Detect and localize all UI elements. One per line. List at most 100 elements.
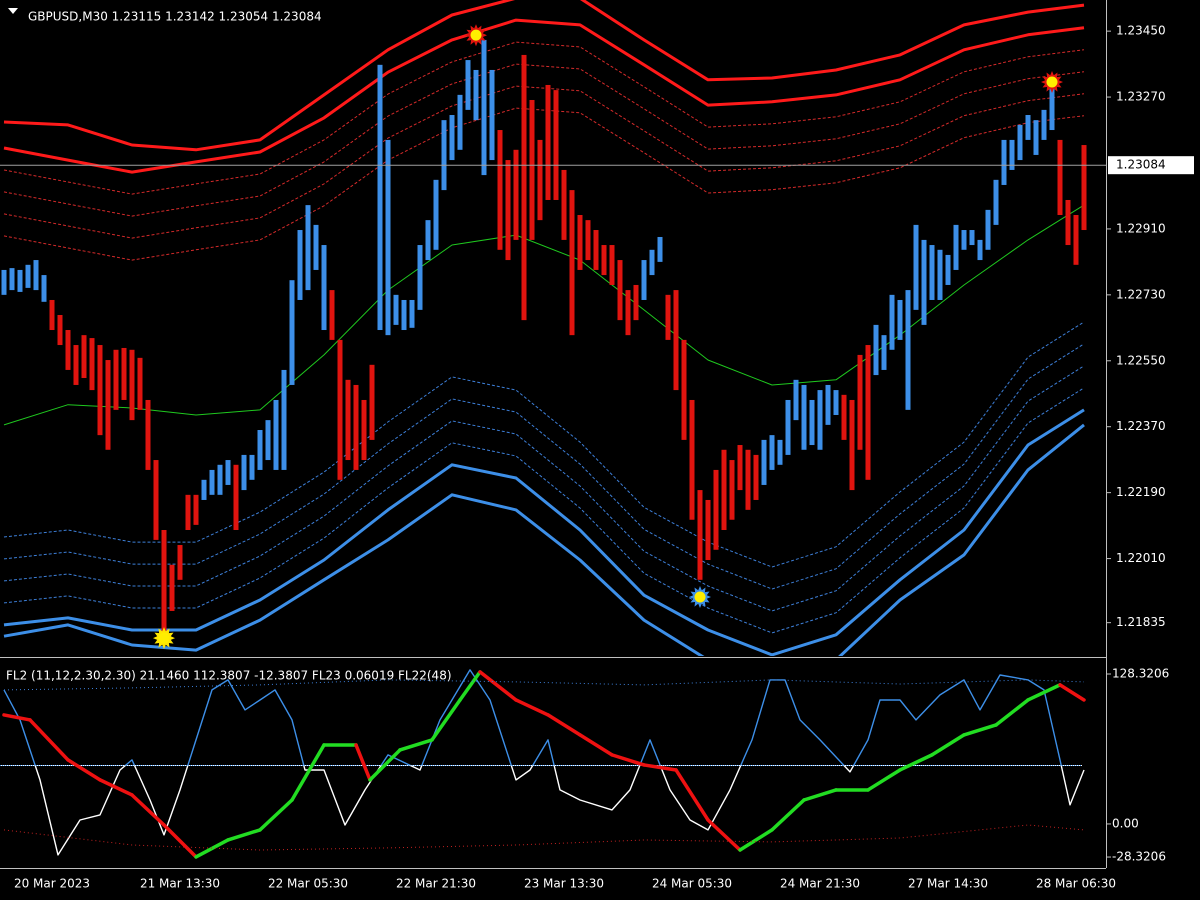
price-bar: [905, 290, 911, 410]
price-bar: [969, 230, 975, 246]
price-bar: [881, 335, 887, 370]
price-bar: [137, 357, 143, 410]
y-tick-label: 1.21835: [1116, 615, 1166, 629]
price-bar: [1001, 139, 1007, 185]
y-tick-label: 1.22550: [1116, 353, 1166, 367]
price-bar: [697, 490, 703, 580]
signal-line-segment: [130, 793, 166, 827]
price-bar: [9, 268, 15, 291]
price-bar: [481, 39, 487, 176]
price-bar: [657, 236, 663, 262]
price-bar: [1041, 109, 1047, 140]
price-bar: [825, 384, 831, 425]
price-bar: [169, 564, 175, 611]
price-bar: [625, 290, 631, 336]
price-bar: [409, 299, 415, 328]
price-bar: [401, 299, 407, 331]
price-bar: [233, 464, 239, 531]
price-bar: [769, 435, 775, 470]
price-bar: [289, 280, 295, 385]
price-bar: [1065, 199, 1071, 246]
price-bar: [273, 399, 279, 470]
price-bar: [801, 384, 807, 450]
price-bar: [993, 179, 999, 225]
oscillator-line: [34, 765, 1085, 856]
price-bar: [145, 399, 151, 470]
price-bar: [681, 339, 687, 440]
price-bar: [425, 220, 431, 261]
envelope-line: [3, 204, 1085, 426]
price-bar: [865, 345, 871, 480]
envelope-line: [3, 423, 1085, 656]
price-bar: [265, 420, 271, 461]
price-bar: [441, 120, 447, 191]
signal-line-segment: [642, 763, 678, 772]
y-tick-label: 128.3206: [1112, 666, 1169, 680]
price-bar: [513, 149, 519, 240]
signal-line-segment: [674, 768, 710, 822]
price-bar: [1009, 139, 1015, 170]
price-bar: [1049, 79, 1055, 131]
price-bar: [57, 314, 63, 346]
price-bar: [433, 179, 439, 250]
band-line: [3, 824, 1085, 851]
x-tick-label: 22 Mar 05:30: [268, 877, 348, 891]
x-tick-label: 21 Mar 13:30: [140, 877, 220, 891]
price-bar: [241, 454, 247, 491]
price-bar: [65, 330, 71, 370]
price-bar: [1025, 115, 1031, 140]
current-price-box: [1108, 156, 1194, 175]
signal-line-segment: [478, 670, 518, 702]
price-bar: [249, 454, 255, 480]
price-bar: [377, 64, 383, 331]
signal-line-segment: [1058, 683, 1086, 702]
signal-line-segment: [738, 828, 774, 852]
price-bar: [713, 469, 719, 550]
price-bar: [985, 209, 991, 250]
price-bar: [305, 205, 311, 291]
price-bar: [393, 294, 399, 325]
price-bar: [889, 294, 895, 350]
price-bar: [353, 384, 359, 470]
price-bar: [497, 130, 503, 250]
price-bar: [545, 84, 551, 200]
signal-line-segment: [66, 758, 102, 782]
price-bar: [321, 245, 327, 331]
signal-line-segment: [458, 670, 482, 702]
signal-line-segment: [398, 738, 434, 752]
signal-line-segment: [430, 698, 462, 742]
price-bar: [857, 354, 863, 450]
price-bar: [729, 460, 735, 520]
envelope-line: [3, 18, 1085, 174]
envelope-dashed: [3, 343, 1085, 590]
price-bar: [113, 349, 119, 410]
y-tick-label: 1.22190: [1116, 485, 1166, 499]
price-bar: [281, 369, 287, 470]
price-bar: [737, 445, 743, 491]
price-bar: [33, 260, 39, 291]
envelope-dashed: [3, 387, 1085, 634]
price-bar: [577, 215, 583, 270]
price-bar: [753, 454, 759, 500]
price-bar: [777, 439, 783, 465]
price-bar: [489, 69, 495, 161]
signal-dot: [158, 632, 170, 644]
price-bar: [529, 99, 535, 240]
price-bar: [609, 245, 615, 285]
price-bar: [1073, 215, 1079, 265]
price-bar: [897, 299, 903, 340]
price-bar: [705, 499, 711, 561]
envelope-dashed: [3, 63, 1085, 217]
price-pane: [1, 0, 1087, 656]
price-bar: [601, 245, 607, 276]
menu-triangle[interactable]: [8, 8, 18, 14]
price-bar: [201, 479, 207, 500]
price-bar: [617, 260, 623, 321]
indicator-header: FL2 (11,12,2.30,2.30) 21.1460 112.3807 -…: [6, 669, 452, 683]
signal-line-segment: [962, 723, 998, 737]
price-bar: [385, 139, 391, 336]
x-tick-label: 27 Mar 14:30: [908, 877, 988, 891]
price-bar: [649, 249, 655, 276]
envelope-dashed: [3, 41, 1085, 195]
